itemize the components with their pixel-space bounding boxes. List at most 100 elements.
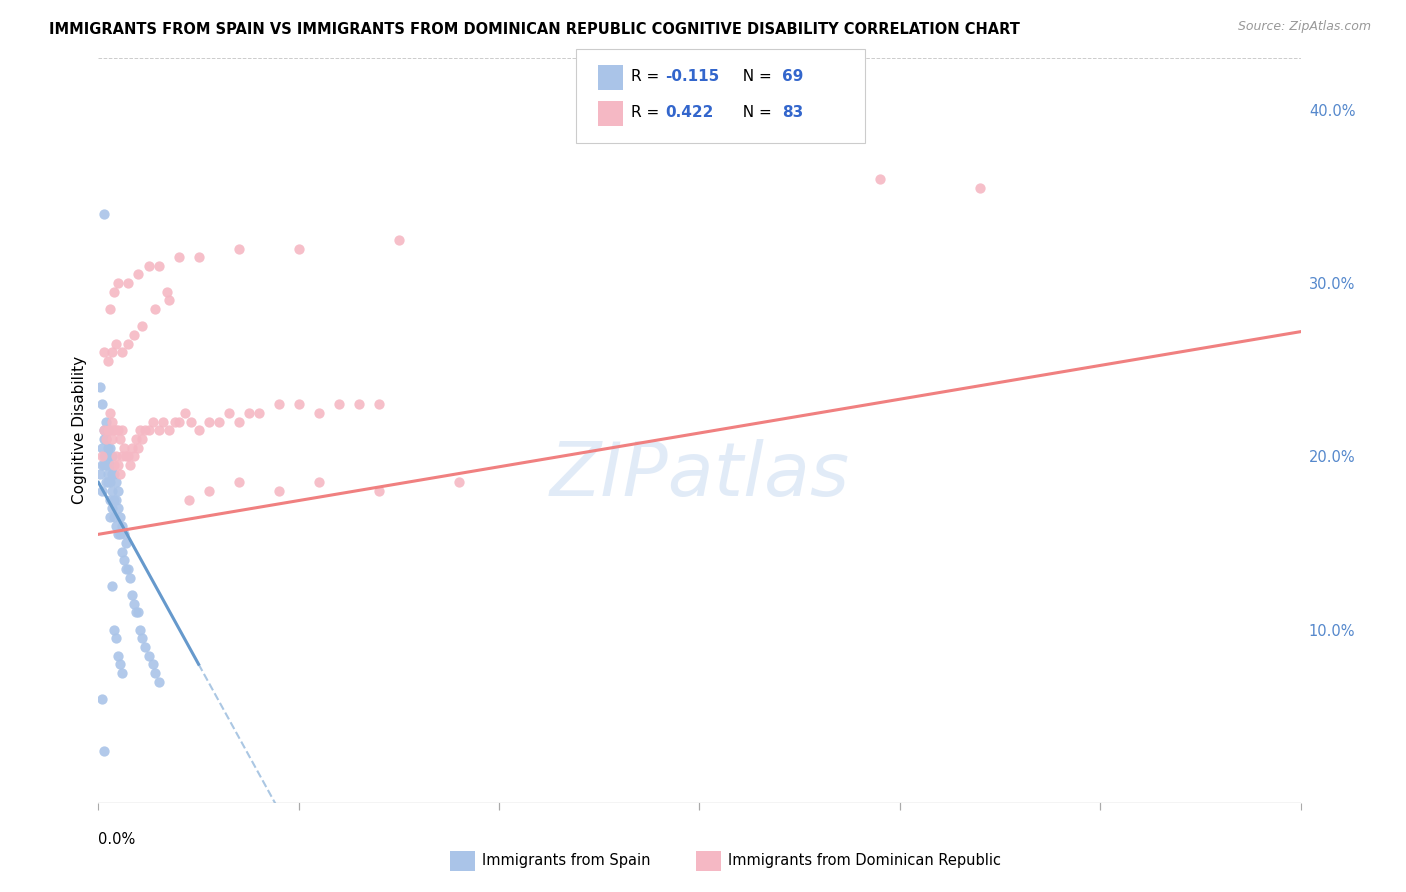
Point [124, 450, 146, 464]
Point [100, 458, 122, 472]
Point [148, 259, 170, 273]
Point [131, 319, 153, 334]
Point [97, 424, 120, 438]
Point [103, 424, 125, 438]
Point [101, 579, 124, 593]
Point [128, 441, 150, 455]
Point [97, 467, 120, 481]
Text: Source: ZipAtlas.com: Source: ZipAtlas.com [1237, 20, 1371, 33]
Point [89, 380, 111, 394]
Y-axis label: Cognitive Disability: Cognitive Disability [72, 356, 87, 505]
Point [308, 475, 330, 490]
Point [155, 285, 177, 299]
Point [134, 424, 156, 438]
Point [103, 623, 125, 637]
Point [100, 441, 122, 455]
Point [105, 632, 128, 646]
Point [141, 657, 163, 672]
Point [288, 242, 311, 256]
Point [110, 467, 132, 481]
Text: 83: 83 [782, 105, 803, 120]
Point [96, 475, 118, 490]
Point [93, 207, 115, 221]
Point [100, 510, 122, 524]
Point [105, 450, 128, 464]
Point [105, 424, 128, 438]
Point [125, 605, 148, 619]
Point [308, 406, 330, 420]
Point [347, 397, 370, 411]
Point [107, 458, 129, 472]
Point [208, 415, 231, 429]
Point [96, 415, 118, 429]
Point [110, 527, 132, 541]
Point [93, 424, 115, 438]
Point [138, 259, 160, 273]
Point [105, 492, 128, 507]
Point [101, 345, 124, 359]
Point [100, 406, 122, 420]
Point [267, 397, 290, 411]
Point [97, 424, 120, 438]
Text: 69: 69 [782, 70, 803, 84]
Point [91, 483, 114, 498]
Point [110, 657, 132, 672]
Point [93, 424, 115, 438]
Point [120, 571, 142, 585]
Point [97, 354, 120, 368]
Point [238, 406, 260, 420]
Point [100, 475, 122, 490]
Point [97, 441, 120, 455]
Point [173, 406, 195, 420]
Point [105, 518, 128, 533]
Text: Immigrants from Dominican Republic: Immigrants from Dominican Republic [728, 854, 1001, 868]
Point [143, 665, 166, 680]
Point [100, 492, 122, 507]
Text: R =: R = [631, 70, 665, 84]
Point [101, 483, 124, 498]
Point [101, 432, 124, 446]
Point [100, 424, 122, 438]
Point [93, 744, 115, 758]
Point [97, 475, 120, 490]
Point [111, 518, 134, 533]
Point [447, 475, 470, 490]
Point [267, 483, 290, 498]
Text: 0.422: 0.422 [665, 105, 713, 120]
Point [129, 623, 152, 637]
Point [103, 458, 125, 472]
Point [131, 432, 153, 446]
Point [129, 424, 152, 438]
Point [138, 424, 160, 438]
Text: -0.115: -0.115 [665, 70, 720, 84]
Point [163, 415, 186, 429]
Point [91, 450, 114, 464]
Point [107, 527, 129, 541]
Text: ZIPatlas: ZIPatlas [550, 439, 849, 511]
Point [121, 588, 143, 602]
Point [101, 467, 124, 481]
Point [115, 536, 138, 550]
Point [93, 458, 115, 472]
Point [117, 336, 139, 351]
Point [388, 233, 411, 247]
Point [288, 397, 311, 411]
Point [869, 172, 891, 186]
Point [114, 553, 136, 567]
Point [107, 483, 129, 498]
Point [111, 544, 134, 558]
Point [197, 483, 219, 498]
Point [101, 501, 124, 516]
Point [120, 458, 142, 472]
Point [141, 415, 163, 429]
Point [107, 424, 129, 438]
Point [96, 458, 118, 472]
Point [125, 432, 148, 446]
Point [96, 450, 118, 464]
Point [111, 345, 134, 359]
Point [91, 397, 114, 411]
Point [152, 415, 174, 429]
Point [107, 276, 129, 290]
Point [111, 424, 134, 438]
Point [180, 415, 202, 429]
